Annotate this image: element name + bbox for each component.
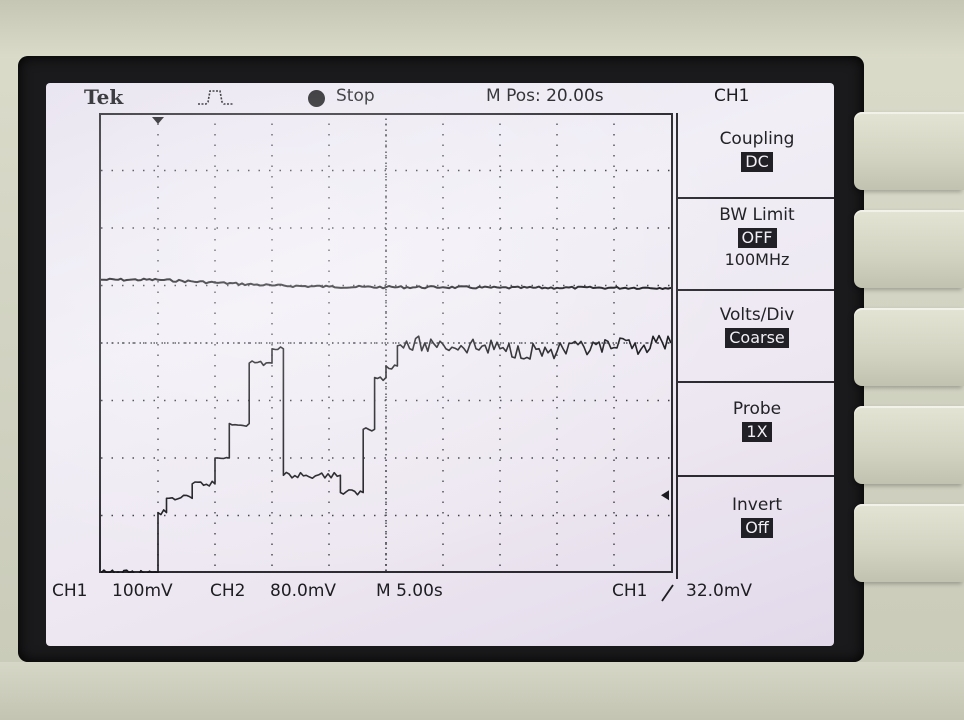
menu-divider (678, 197, 834, 199)
ch1-label: CH1 (52, 581, 88, 601)
bezel-top (0, 0, 964, 58)
oscilloscope-screen: Tek Stop M Pos: 20.00s CH1 2 Coupling DC… (46, 83, 834, 646)
channel-menu: Coupling DC BW Limit OFF 100MHz Volts/Di… (676, 113, 834, 579)
menu-divider (678, 475, 834, 477)
bezel-bottom (0, 662, 964, 720)
status-bar: Tek Stop M Pos: 20.00s CH1 (46, 83, 834, 113)
volts-div-label: Volts/Div (719, 305, 795, 325)
menu-coupling[interactable]: Coupling DC (678, 129, 834, 172)
ch2-label: CH2 (210, 581, 246, 601)
menu-buttons (844, 90, 964, 650)
waveform-display: 2 (99, 113, 673, 573)
menu-divider (678, 289, 834, 291)
probe-value: 1X (742, 422, 772, 442)
ch2-trace (101, 334, 671, 573)
trigger-level-marker (661, 490, 669, 501)
ch2-scale: 80.0mV (270, 581, 337, 601)
menu-button-1[interactable] (854, 112, 964, 190)
menu-button-5[interactable] (854, 504, 964, 582)
menu-probe[interactable]: Probe 1X (678, 399, 834, 442)
menu-bw-limit[interactable]: BW Limit OFF 100MHz (678, 205, 834, 269)
bw-limit-label: BW Limit (719, 205, 795, 225)
coupling-value: DC (741, 152, 773, 172)
trigger-level: 32.0mV (686, 581, 753, 601)
run-state-icon (308, 90, 325, 107)
probe-label: Probe (732, 399, 782, 419)
invert-value: Off (741, 518, 773, 538)
menu-invert[interactable]: Invert Off (678, 495, 834, 538)
bw-limit-frequency: 100MHz (724, 250, 790, 269)
run-state: Stop (336, 86, 375, 106)
readout-bar: CH1 100mV CH2 80.0mV M 5.00s CH1 32.0mV (46, 577, 834, 607)
menu-channel-title: CH1 (714, 86, 750, 106)
bw-limit-value: OFF (737, 228, 777, 248)
timebase: M 5.00s (376, 581, 443, 601)
waveform-plot: 2 (101, 113, 671, 573)
menu-button-4[interactable] (854, 406, 964, 484)
invert-label: Invert (732, 495, 782, 515)
pulse-trigger-icon (198, 90, 234, 105)
trigger-position-marker (152, 117, 164, 124)
menu-volts-div[interactable]: Volts/Div Coarse (678, 305, 834, 348)
menu-divider (678, 381, 834, 383)
ch1-trace (101, 277, 671, 290)
horizontal-position: M Pos: 20.00s (486, 86, 604, 106)
menu-button-2[interactable] (854, 210, 964, 288)
brand-logo: Tek (84, 85, 124, 109)
rising-edge-icon (661, 584, 674, 602)
volts-div-value: Coarse (725, 328, 789, 348)
ch1-scale: 100mV (112, 581, 173, 601)
trigger-source: CH1 (612, 581, 648, 601)
menu-button-3[interactable] (854, 308, 964, 386)
coupling-label: Coupling (719, 129, 795, 149)
